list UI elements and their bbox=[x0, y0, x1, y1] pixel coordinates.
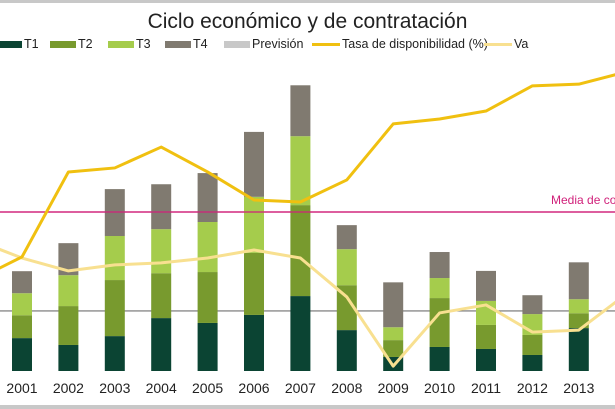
x-tick-label-2008: 2008 bbox=[331, 380, 362, 396]
bar-t3-2009 bbox=[383, 327, 404, 341]
bar-t1-2007 bbox=[290, 296, 311, 371]
bar-t2-2003 bbox=[104, 280, 125, 337]
bar-t1-2006 bbox=[244, 314, 264, 371]
legend-label-va: Va bbox=[514, 37, 529, 51]
legend-prevision: Previsión bbox=[224, 36, 303, 52]
bar-t1-2005 bbox=[197, 322, 218, 371]
bar-t3-2003 bbox=[104, 236, 125, 281]
bar-t2-2008 bbox=[336, 285, 357, 331]
x-tick-label-2012: 2012 bbox=[517, 380, 548, 396]
chart-title: Ciclo económico y de contratación bbox=[147, 10, 468, 33]
bar-t3-2002 bbox=[58, 275, 79, 307]
bar-t2-2001 bbox=[12, 315, 32, 339]
legend-va: Va bbox=[484, 36, 528, 52]
bar-t4-2004 bbox=[151, 184, 172, 230]
bar-t4-2012 bbox=[522, 295, 543, 315]
legend-swatch-prevision bbox=[224, 40, 250, 48]
bar-t4-2011 bbox=[476, 270, 496, 301]
bar-t2-2005 bbox=[197, 272, 218, 323]
top-border bbox=[0, 0, 615, 3]
bar-t3-2010 bbox=[429, 278, 450, 299]
legend-swatch-t4 bbox=[165, 40, 191, 48]
bar-t1-2002 bbox=[58, 344, 79, 371]
x-tick-label-2004: 2004 bbox=[146, 380, 177, 396]
bar-t1-2003 bbox=[104, 336, 125, 371]
legend-t3: T3 bbox=[108, 36, 151, 52]
legend-label-t2: T2 bbox=[78, 37, 93, 51]
bar-t3-2007 bbox=[290, 136, 311, 206]
bar-t3-2006 bbox=[244, 196, 264, 253]
media-reference-label: Media de co bbox=[551, 193, 615, 207]
legend-line-va bbox=[484, 42, 512, 46]
legend-t2: T2 bbox=[50, 36, 93, 52]
bar-t3-2004 bbox=[151, 229, 172, 274]
x-tick-label-2009: 2009 bbox=[378, 380, 409, 396]
bar-t2-2012 bbox=[522, 334, 543, 355]
x-tick-label-2003: 2003 bbox=[99, 380, 130, 396]
x-tick-label-2001: 2001 bbox=[6, 380, 37, 396]
legend-tasa: Tasa de disponibilidad (%) bbox=[312, 36, 488, 52]
legend-swatch-t3 bbox=[108, 40, 134, 48]
x-tick-label-2007: 2007 bbox=[285, 380, 316, 396]
bar-t4-2005 bbox=[197, 173, 218, 222]
bar-t3-2008 bbox=[336, 249, 357, 286]
bar-t2-2013 bbox=[568, 313, 589, 329]
bar-t2-2006 bbox=[244, 252, 264, 315]
legend-label-prevision: Previsión bbox=[252, 37, 304, 51]
x-tick-label-2011: 2011 bbox=[471, 380, 501, 396]
bar-t2-2010 bbox=[429, 298, 450, 347]
x-tick-label-2013: 2013 bbox=[563, 380, 594, 396]
bar-t1-2008 bbox=[336, 330, 357, 371]
legend-label-tasa: Tasa de disponibilidad (%) bbox=[342, 37, 488, 51]
bar-t4-2007 bbox=[290, 85, 311, 137]
x-tick-label-2010: 2010 bbox=[424, 380, 455, 396]
bar-t2-2007 bbox=[290, 205, 311, 297]
bar-t2-2004 bbox=[151, 273, 172, 319]
x-tick-label-2006: 2006 bbox=[238, 380, 269, 396]
bar-t4-2008 bbox=[336, 225, 357, 250]
bar-t2-2009 bbox=[383, 340, 404, 357]
legend-line-tasa bbox=[312, 42, 340, 46]
bar-t3-2005 bbox=[197, 221, 218, 273]
bar-t3-2001 bbox=[12, 293, 32, 316]
legend-swatch-t1 bbox=[0, 40, 22, 48]
bar-t1-2011 bbox=[476, 348, 496, 371]
x-tick-label-2002: 2002 bbox=[53, 380, 84, 396]
bar-t1-2004 bbox=[151, 318, 172, 371]
legend-t1: T1 bbox=[0, 36, 39, 52]
x-tick-label-2005: 2005 bbox=[192, 380, 223, 396]
bar-t1-2012 bbox=[522, 354, 543, 371]
legend-swatch-t2 bbox=[50, 40, 76, 48]
bar-t4-2010 bbox=[429, 252, 450, 279]
bar-t3-2013 bbox=[568, 299, 589, 314]
bar-t1-2001 bbox=[12, 338, 32, 371]
bar-t2-2011 bbox=[476, 324, 496, 349]
bar-t2-2002 bbox=[58, 306, 79, 345]
bar-t4-2009 bbox=[383, 282, 404, 328]
legend-label-t4: T4 bbox=[193, 37, 208, 51]
bottom-border bbox=[0, 405, 615, 409]
legend-label-t3: T3 bbox=[136, 37, 151, 51]
bar-t1-2010 bbox=[429, 346, 450, 371]
bar-t4-2002 bbox=[58, 243, 79, 276]
bar-t4-2006 bbox=[244, 131, 264, 197]
legend-t4: T4 bbox=[165, 36, 208, 52]
bar-t4-2001 bbox=[12, 271, 32, 294]
bar-t4-2013 bbox=[568, 262, 589, 300]
legend-label-t1: T1 bbox=[24, 37, 39, 51]
bar-t1-2013 bbox=[568, 328, 589, 371]
